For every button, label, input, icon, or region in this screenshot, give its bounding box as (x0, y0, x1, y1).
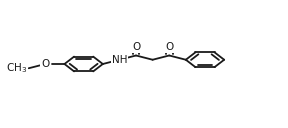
Text: CH$_3$: CH$_3$ (6, 61, 27, 75)
Text: NH: NH (112, 55, 127, 65)
Text: O: O (132, 42, 140, 52)
Text: O: O (165, 42, 173, 52)
Text: O: O (41, 59, 50, 69)
